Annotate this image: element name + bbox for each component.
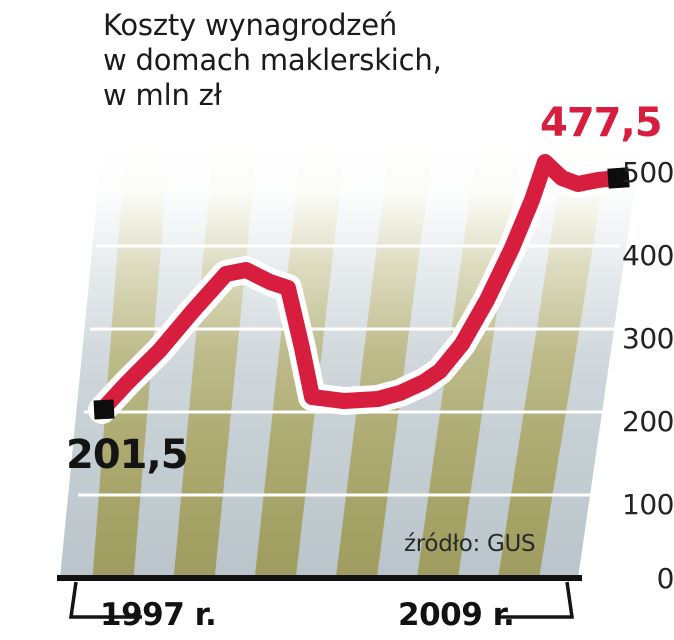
y-axis-label-500: 500 bbox=[622, 156, 674, 189]
y-axis-label-200: 200 bbox=[622, 405, 674, 438]
x-axis-label-end: 2009 r. bbox=[398, 597, 515, 633]
x-axis-tick-2009 bbox=[500, 581, 575, 619]
source-note: źródło: GUS bbox=[404, 531, 536, 557]
x-axis-tick-1997 bbox=[68, 581, 142, 619]
data-series-line bbox=[88, 148, 632, 424]
start-value-callout: 201,5 bbox=[66, 432, 189, 478]
y-axis-label-400: 400 bbox=[622, 239, 674, 272]
end-value-callout: 477,5 bbox=[540, 100, 663, 146]
y-axis-label-300: 300 bbox=[622, 322, 674, 355]
data-point-marker-end bbox=[607, 167, 630, 189]
x-axis-label-start: 1997 r. bbox=[100, 597, 217, 633]
data-point-marker-start bbox=[93, 399, 115, 420]
y-axis-label-100: 100 bbox=[622, 488, 674, 521]
y-axis-label-0: 0 bbox=[656, 562, 674, 595]
page-title: Koszty wynagrodzeń w domach maklerskich,… bbox=[103, 8, 442, 112]
